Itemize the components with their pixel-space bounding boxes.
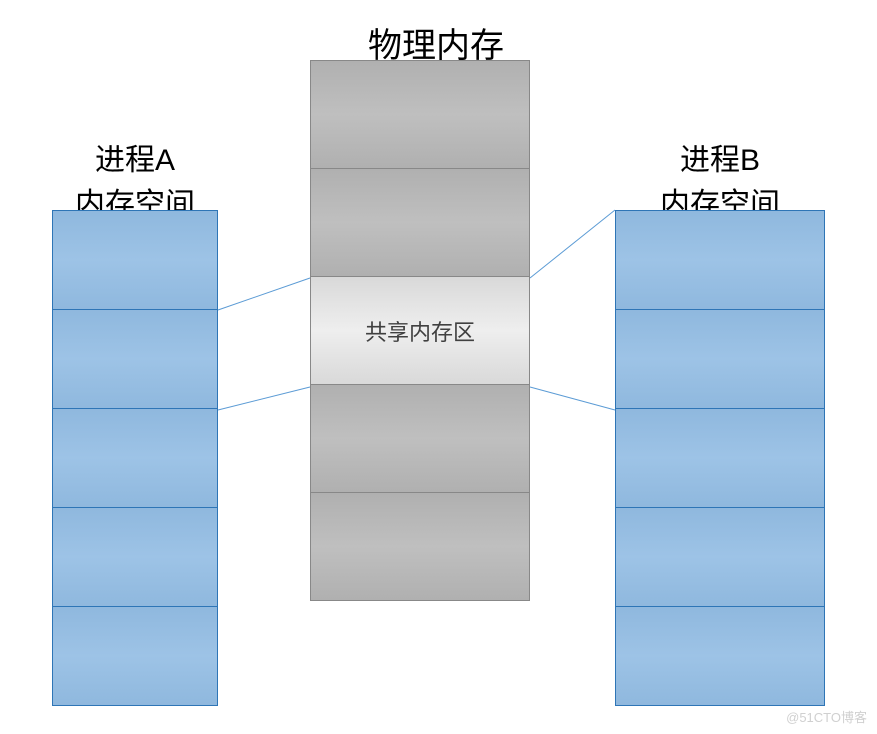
physical-mem-segment — [310, 384, 530, 493]
process-b-title-line1: 进程B — [615, 135, 825, 179]
process-segment — [615, 507, 825, 607]
connector-line — [218, 278, 310, 310]
process-segment — [52, 210, 218, 310]
physical-mem-column: 共享内存区 — [310, 60, 530, 601]
connector-line — [218, 387, 310, 410]
physical-mem-segment — [310, 168, 530, 277]
process-segment — [52, 408, 218, 508]
process-segment — [52, 507, 218, 607]
physical-mem-segment — [310, 60, 530, 169]
physical-mem-segment: 共享内存区 — [310, 276, 530, 385]
process-segment — [52, 606, 218, 706]
process-a-column — [52, 210, 218, 706]
process-a-title-line1: 进程A — [52, 135, 218, 179]
physical-mem-segment — [310, 492, 530, 601]
shared-memory-label: 共享内存区 — [365, 315, 475, 347]
watermark: @51CTO博客 — [786, 707, 867, 726]
process-segment — [615, 210, 825, 310]
process-segment — [52, 309, 218, 409]
connector-line — [530, 387, 615, 410]
process-segment — [615, 606, 825, 706]
connector-line — [530, 210, 615, 278]
process-b-column — [615, 210, 825, 706]
process-segment — [615, 309, 825, 409]
process-segment — [615, 408, 825, 508]
